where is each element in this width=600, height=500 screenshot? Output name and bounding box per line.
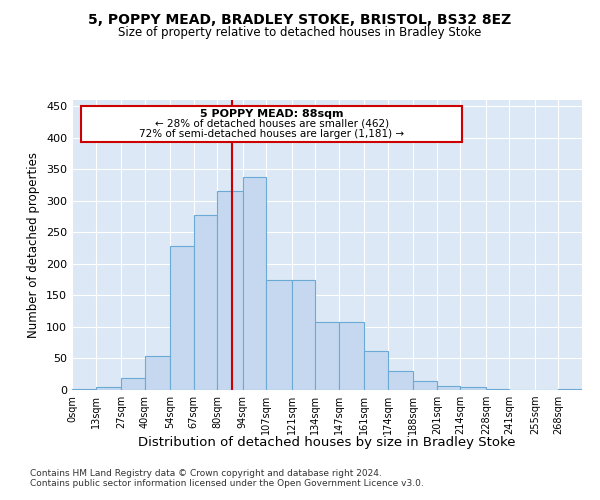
Bar	[194, 216, 217, 390]
Bar	[292, 280, 315, 390]
Bar	[315, 322, 339, 390]
Bar	[242, 177, 266, 390]
Bar	[72, 388, 95, 390]
Text: Distribution of detached houses by size in Bradley Stoke: Distribution of detached houses by size …	[138, 436, 516, 449]
Text: ← 28% of detached houses are smaller (462): ← 28% of detached houses are smaller (46…	[155, 119, 389, 129]
Text: 5 POPPY MEAD: 88sqm: 5 POPPY MEAD: 88sqm	[200, 108, 343, 118]
Bar	[121, 378, 145, 390]
Text: Size of property relative to detached houses in Bradley Stoke: Size of property relative to detached ho…	[118, 26, 482, 39]
Text: 72% of semi-detached houses are larger (1,181) →: 72% of semi-detached houses are larger (…	[139, 129, 404, 139]
Text: Contains HM Land Registry data © Crown copyright and database right 2024.: Contains HM Land Registry data © Crown c…	[30, 468, 382, 477]
Bar	[145, 356, 170, 390]
Bar	[364, 351, 388, 390]
Bar	[339, 322, 364, 390]
Bar	[95, 387, 121, 390]
Bar	[388, 371, 413, 390]
Text: Contains public sector information licensed under the Open Government Licence v3: Contains public sector information licen…	[30, 478, 424, 488]
Bar	[437, 386, 460, 390]
Bar	[460, 387, 486, 390]
FancyBboxPatch shape	[81, 106, 462, 142]
Bar	[217, 192, 242, 390]
Bar	[170, 246, 194, 390]
Bar	[413, 380, 437, 390]
Bar	[266, 280, 292, 390]
Text: 5, POPPY MEAD, BRADLEY STOKE, BRISTOL, BS32 8EZ: 5, POPPY MEAD, BRADLEY STOKE, BRISTOL, B…	[88, 12, 512, 26]
Y-axis label: Number of detached properties: Number of detached properties	[28, 152, 40, 338]
